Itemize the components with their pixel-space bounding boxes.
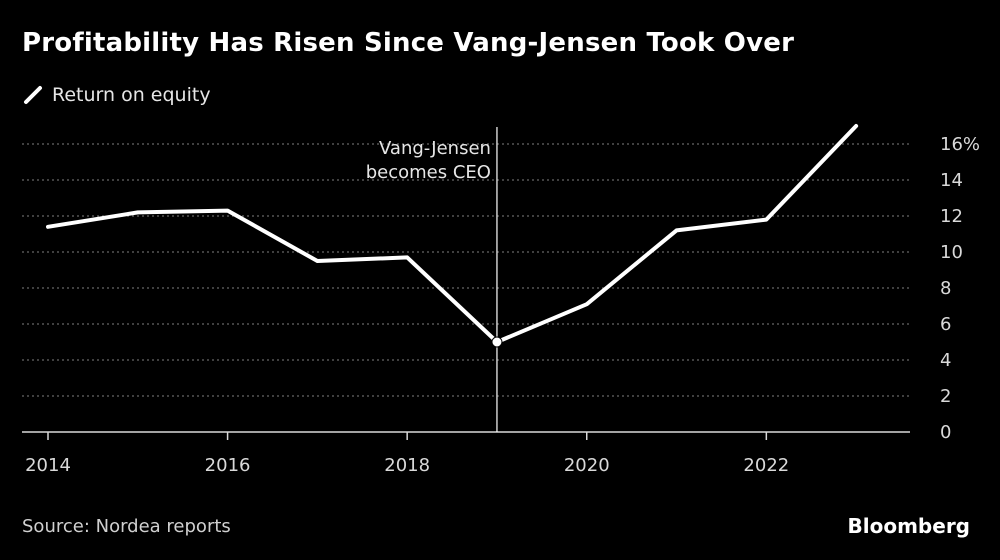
bloomberg-logo: Bloomberg: [847, 514, 970, 538]
ceo-data-point: [491, 336, 503, 348]
x-axis: 2014 2016 2018 2020 2022: [22, 431, 910, 476]
y-tick-label: 4: [940, 350, 951, 371]
annotation-label: Vang-Jensen: [379, 138, 491, 159]
x-tick-label: 2014: [25, 455, 71, 476]
legend-line-icon: [24, 86, 42, 104]
y-tick-label: 14: [940, 170, 963, 191]
y-tick-label: 0: [940, 422, 951, 443]
x-tick-label: 2018: [384, 455, 430, 476]
y-tick-label: 16%: [940, 134, 980, 155]
chart-title: Profitability Has Risen Since Vang-Jense…: [22, 28, 795, 58]
x-tick-label: 2022: [743, 455, 789, 476]
y-tick-label: 6: [940, 314, 951, 335]
source-note: Source: Nordea reports: [22, 516, 231, 537]
series-line-return-on-equity: [46, 124, 859, 344]
grid: [22, 143, 910, 397]
annotation-label: becomes CEO: [366, 162, 491, 183]
y-tick-label: 2: [940, 386, 951, 407]
legend: Return on equity: [22, 84, 211, 106]
legend-label: Return on equity: [52, 84, 211, 106]
y-axis: 0 2 4 6 8 10 12 14 16%: [940, 134, 980, 443]
y-tick-label: 8: [940, 278, 951, 299]
y-tick-label: 10: [940, 242, 963, 263]
ceo-annotation: Vang-Jensen becomes CEO: [366, 127, 498, 432]
series-layer: [46, 124, 859, 348]
y-tick-label: 12: [940, 206, 963, 227]
x-tick-label: 2020: [564, 455, 610, 476]
x-tick-label: 2016: [205, 455, 251, 476]
